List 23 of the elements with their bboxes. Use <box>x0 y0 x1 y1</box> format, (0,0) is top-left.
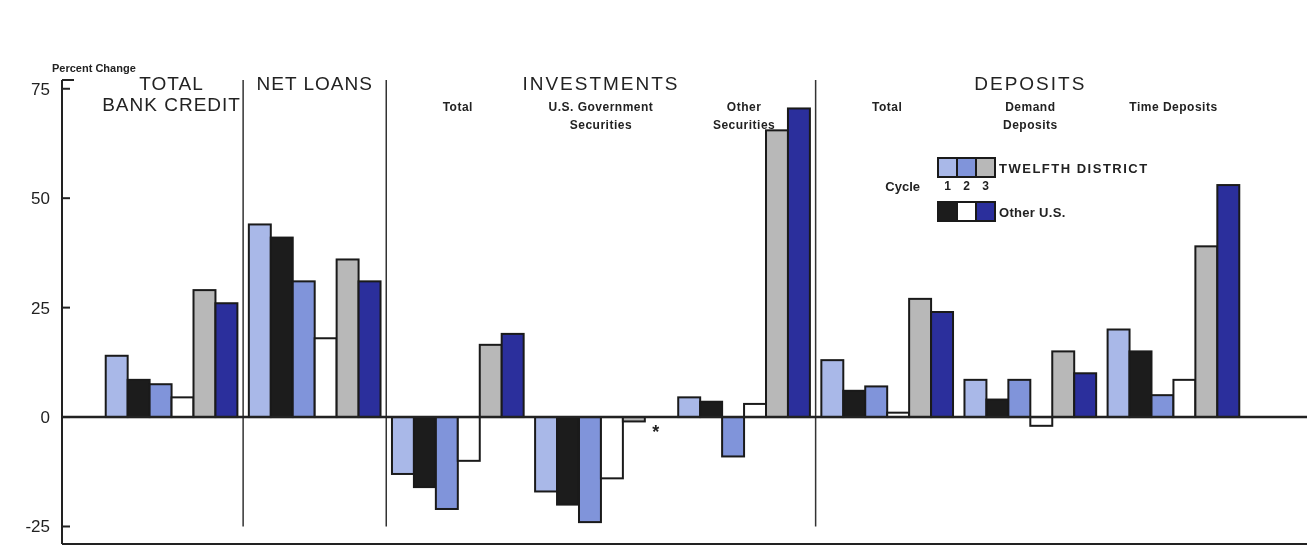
y-tick-label: 75 <box>31 79 50 99</box>
x-tick-label: Total <box>442 100 473 114</box>
legend-title: Cycle <box>885 179 920 194</box>
annotation: INVESTMENTS <box>522 73 680 94</box>
annotation: * <box>652 422 660 443</box>
x-tick-label: Time Deposits <box>1129 100 1218 114</box>
annotation: DEPOSITS <box>974 73 1087 94</box>
x-tick-label: Total <box>872 100 903 114</box>
y-axis-title: Percent Change <box>52 62 136 74</box>
x-tick-label: Other Securities <box>712 100 776 132</box>
legend-label: TWELFTH DISTRICT <box>999 160 1149 176</box>
y-tick-label: 50 <box>31 189 50 209</box>
x-tick-label: Demand Deposits <box>1002 100 1058 132</box>
y-tick-label: 25 <box>31 298 50 318</box>
y-tick-label: -25 <box>25 517 50 537</box>
legend-label: Other U.S. <box>999 204 1066 220</box>
annotation: 2 <box>963 179 971 193</box>
annotation: 3 <box>982 179 990 193</box>
y-tick-label: 0 <box>40 408 50 428</box>
x-tick-label: TOTAL BANK CREDIT <box>102 73 241 115</box>
annotation: 1 <box>944 179 952 193</box>
x-tick-label: NET LOANS <box>256 73 373 94</box>
x-tick-label: U.S. Government Securities <box>548 100 654 132</box>
